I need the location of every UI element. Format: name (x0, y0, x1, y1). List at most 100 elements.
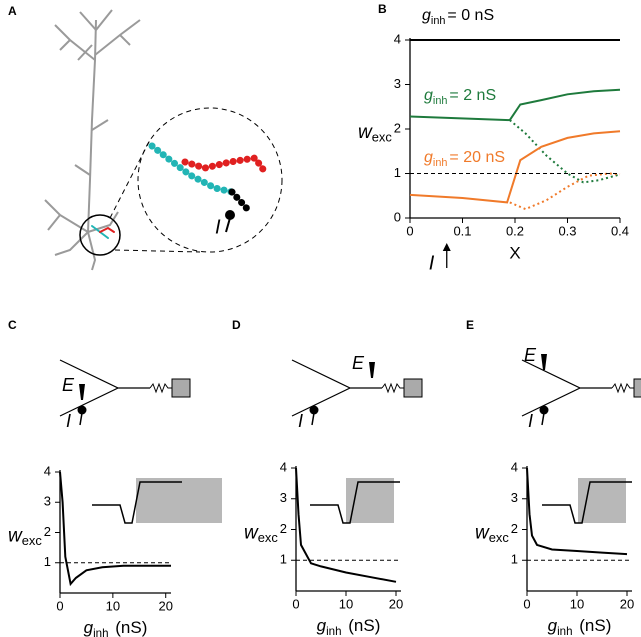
panel-label: C (8, 318, 17, 332)
spring (611, 382, 634, 394)
y-tick-label: 3 (394, 76, 401, 91)
y-axis-label-main: w (244, 523, 259, 544)
x-axis-label: ginh (nS) (317, 616, 381, 637)
panel-label: E (466, 318, 474, 332)
y-axis-label-sub: exc (372, 130, 393, 145)
x-axis-label-main: g (317, 616, 327, 635)
series-label-main: g (422, 7, 431, 24)
inh-stem (311, 412, 315, 426)
y-tick-label: 3 (44, 494, 51, 509)
x-tick-label: 20 (389, 596, 403, 611)
marker-arrowhead (442, 243, 451, 251)
y-tick-label: 2 (394, 120, 401, 135)
x-axis-label-main: g (84, 618, 94, 637)
y-tick-label: 3 (280, 490, 287, 505)
x-tick-label: 10 (106, 598, 120, 613)
series-label: ginh = 20 nS (424, 149, 505, 168)
y-tick-label: 2 (511, 521, 518, 536)
series-label: ginh = 0 nS (422, 7, 494, 26)
y-axis-label: wexc (8, 526, 42, 549)
inh-synapse (77, 405, 87, 415)
inh-label: I (298, 411, 303, 431)
y-tick-label: 4 (511, 459, 518, 474)
inset-shade (346, 478, 394, 523)
exc-label: E (524, 345, 537, 365)
y-tick-label: 1 (280, 552, 287, 567)
inset-trace (310, 481, 400, 524)
inset-trace (542, 481, 632, 524)
y-axis-label-main: w (475, 523, 490, 544)
soma-box (633, 378, 641, 398)
series-line (59, 471, 171, 587)
y-tick-label: 1 (44, 554, 51, 569)
exc-synapse (79, 384, 85, 400)
series-label-sub: inh (433, 157, 448, 169)
spring (381, 382, 404, 394)
series-line (295, 467, 397, 583)
y-axis-label: wexc (475, 523, 509, 546)
y-axis-label-sub: exc (258, 531, 279, 546)
panel-label: B (378, 2, 387, 16)
dendrite-schematic (291, 359, 382, 417)
y-tick-label: 0 (394, 209, 401, 224)
x-axis-label: ginh (nS) (548, 616, 612, 637)
x-tick-label: 0.1 (453, 223, 471, 238)
x-axis-label-main: g (548, 616, 558, 635)
inh-label: I (66, 411, 71, 431)
inh-label: I (215, 216, 221, 238)
inh-stem (79, 412, 83, 426)
y-tick-label: 4 (44, 463, 51, 478)
inset-shade (578, 478, 626, 523)
x-tick-label: 0.3 (558, 223, 576, 238)
series-label-sub: inh (433, 95, 448, 107)
y-tick-label: 2 (44, 524, 51, 539)
inh-stem (541, 412, 545, 426)
series-label-rest: = 0 nS (447, 7, 494, 24)
x-tick-label: 10 (570, 596, 584, 611)
x-axis-label: X (509, 243, 520, 262)
series-line (509, 119, 621, 184)
inh-synapse (539, 405, 549, 415)
zoom-circle (79, 214, 121, 256)
x-axis-label-sub: inh (557, 626, 572, 637)
y-tick-label: 1 (394, 165, 401, 180)
inset-shade (136, 478, 222, 523)
series-label: ginh = 2 nS (424, 87, 496, 106)
y-axis-label: wexc (358, 122, 392, 145)
y-axis-label-sub: exc (22, 534, 43, 549)
series-label-sub: inh (431, 15, 446, 27)
series-label-rest: = 2 nS (449, 87, 496, 104)
y-axis-label-main: w (358, 122, 373, 143)
x-tick-label: 20 (620, 596, 634, 611)
x-axis-label-sub: inh (326, 626, 341, 637)
series-label-rest: = 20 nS (449, 149, 505, 166)
synapse-inh (225, 210, 235, 220)
zoom-line (114, 249, 201, 253)
panel-label: A (8, 4, 17, 18)
x-tick-label: 0.2 (506, 223, 524, 238)
x-axis-label-rest: (nS) (575, 616, 612, 635)
y-tick-label: 1 (511, 552, 518, 567)
x-tick-label: 0 (56, 598, 63, 613)
inh-label: I (528, 411, 533, 431)
series-line (509, 172, 621, 211)
exc-synapse (369, 362, 375, 378)
marker-label: I (429, 252, 435, 274)
y-axis-label: wexc (244, 523, 278, 546)
y-tick-label: 3 (511, 490, 518, 505)
exc-label: E (352, 353, 365, 373)
x-axis-label-rest: (nS) (344, 616, 381, 635)
y-tick-label: 4 (280, 459, 287, 474)
series-line (409, 130, 621, 204)
inset-trace (92, 481, 182, 524)
x-tick-label: 20 (158, 598, 172, 613)
x-tick-label: 10 (339, 596, 353, 611)
zoom-line (109, 139, 151, 219)
y-tick-label: 4 (394, 31, 401, 46)
zoom-dashed-circle (137, 107, 283, 253)
y-axis-label-sub: exc (489, 531, 510, 546)
y-axis-label-main: w (8, 526, 23, 547)
soma-box (403, 378, 423, 398)
x-axis-label: ginh (nS) (84, 618, 148, 637)
